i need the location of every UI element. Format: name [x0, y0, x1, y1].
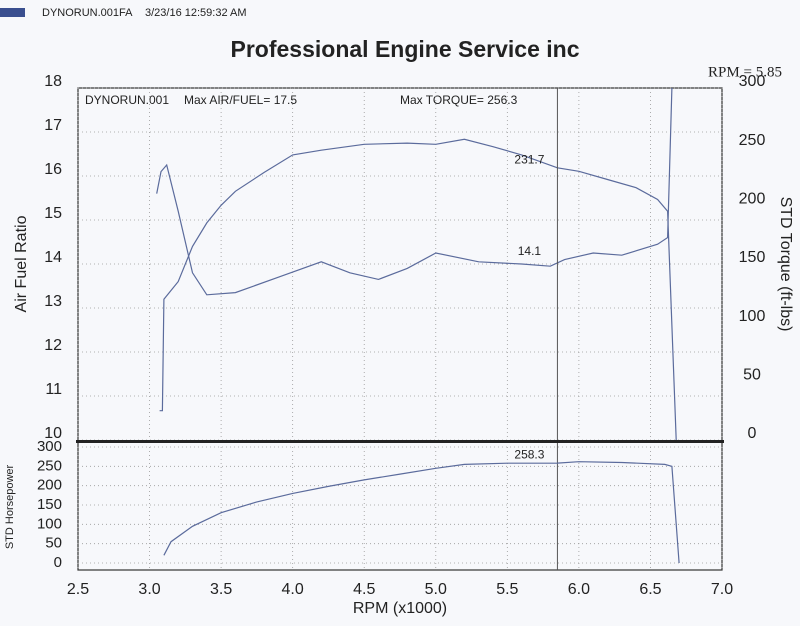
y-tick-label: 13 — [44, 293, 62, 310]
y2-tick-label: 150 — [739, 249, 766, 266]
x-tick-label: 7.0 — [711, 581, 733, 598]
y-tick-label: 100 — [37, 515, 62, 532]
x-tick-label: 6.5 — [639, 581, 661, 598]
y-tick-label: 11 — [45, 381, 62, 398]
cursor-label: RPM = 5.85 — [708, 64, 782, 80]
hp-axis-label: STD Horsepower — [4, 464, 16, 549]
header-timestamp: 3/23/16 12:59:32 AM — [145, 7, 247, 19]
y-tick-label: 16 — [44, 161, 62, 178]
series-line — [163, 461, 680, 564]
y2-tick-label: 0 — [748, 425, 757, 442]
y-tick-label: 15 — [44, 205, 62, 222]
x-tick-label: 2.5 — [67, 581, 89, 598]
y-tick-label: 17 — [44, 117, 62, 134]
y-tick-label: 200 — [37, 477, 62, 494]
x-tick-label: 5.5 — [496, 581, 518, 598]
chart-title: Professional Engine Service inc — [231, 36, 580, 62]
cursor-value-label: 231.7 — [514, 152, 544, 166]
x-axis-label: RPM (x1000) — [353, 600, 447, 617]
header-file: DYNORUN.001FA — [42, 7, 133, 19]
y-tick-label: 300 — [37, 438, 62, 455]
y2-tick-label: 200 — [739, 191, 766, 208]
series-line — [156, 87, 673, 296]
y-tick-label: 18 — [44, 73, 62, 90]
y2-tick-label: 100 — [739, 308, 766, 325]
cursor-value-label: 258.3 — [514, 447, 544, 461]
plots: 10 11 12 13 14 15 16 17 18 0 50 100 150 200 250 300 14.1… — [37, 73, 765, 598]
annotation: Max AIR/FUEL= 17.5 — [184, 93, 297, 107]
series-line — [159, 138, 677, 441]
y-axis-label: Air Fuel Ratio — [13, 215, 30, 312]
header-marker — [0, 8, 25, 17]
x-tick-label: 6.0 — [568, 581, 590, 598]
y-tick-label: 50 — [45, 535, 62, 552]
y-tick-label: 150 — [37, 496, 62, 513]
y-tick-label: 10 — [44, 425, 62, 442]
cursor-value-label: 14.1 — [518, 244, 542, 258]
x-tick-label: 4.0 — [282, 581, 304, 598]
annotation: Max TORQUE= 256.3 — [400, 93, 518, 107]
y-tick-label: 0 — [54, 554, 62, 571]
y2-tick-label: 50 — [743, 367, 761, 384]
x-tick-label: 3.5 — [210, 581, 232, 598]
y-tick-label: 12 — [44, 337, 62, 354]
x-tick-label: 5.0 — [425, 581, 447, 598]
x-tick-label: 4.5 — [353, 581, 375, 598]
y2-axis-label: STD Torque (ft-lbs) — [777, 197, 794, 332]
y2-tick-label: 250 — [739, 132, 766, 149]
y2-tick-label: 300 — [739, 73, 766, 90]
x-tick-label: 3.0 — [138, 581, 160, 598]
y-tick-label: 14 — [44, 249, 62, 266]
annotation: DYNORUN.001 — [85, 93, 169, 107]
y-tick-label: 250 — [37, 457, 62, 474]
